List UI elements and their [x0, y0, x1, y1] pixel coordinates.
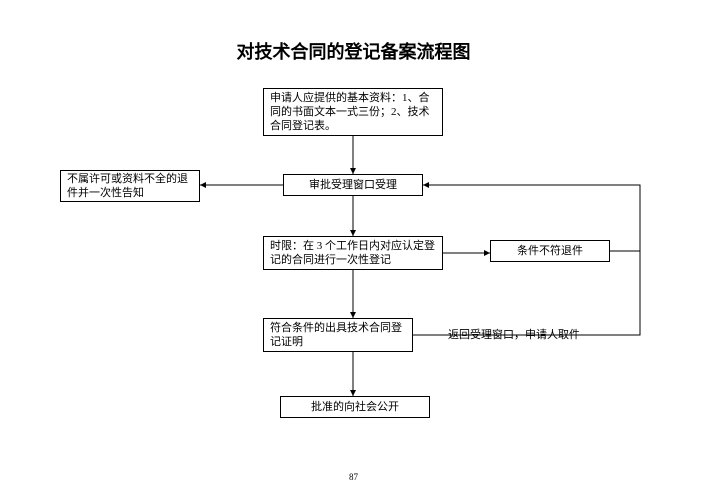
- flow-node-time-limit: 时限：在 3 个工作日内对应认定登记的合同进行一次性登记: [263, 236, 443, 270]
- node-text: 审批受理窗口受理: [309, 178, 397, 192]
- edge-label-return: 返回受理窗口，申请人取件: [448, 326, 580, 342]
- flow-node-issue-certificate: 符合条件的出具技术合同登记证明: [263, 318, 413, 352]
- node-text: 时限：在 3 个工作日内对应认定登记的合同进行一次性登记: [270, 239, 436, 268]
- page: 对技术合同的登记备案流程图 申请人应提供的基本资料：1、合同的书面文本一式三份；…: [0, 0, 707, 500]
- flow-node-input-materials: 申请人应提供的基本资料：1、合同的书面文本一式三份；2、技术合同登记表。: [263, 88, 443, 136]
- node-text: 申请人应提供的基本资料：1、合同的书面文本一式三份；2、技术合同登记表。: [270, 91, 436, 134]
- node-text: 符合条件的出具技术合同登记证明: [270, 321, 406, 350]
- flow-node-publish: 批准的向社会公开: [280, 396, 430, 418]
- page-number: 87: [0, 472, 707, 482]
- page-title: 对技术合同的登记备案流程图: [0, 38, 707, 64]
- flow-node-acceptance-window: 审批受理窗口受理: [283, 174, 423, 196]
- node-text: 批准的向社会公开: [311, 400, 399, 414]
- node-text: 条件不符退件: [517, 244, 583, 258]
- node-text: 不属许可或资料不全的退件并一次性告知: [67, 172, 193, 201]
- flow-node-reject-incomplete: 不属许可或资料不全的退件并一次性告知: [60, 170, 200, 202]
- flow-node-condition-fail: 条件不符退件: [490, 240, 610, 262]
